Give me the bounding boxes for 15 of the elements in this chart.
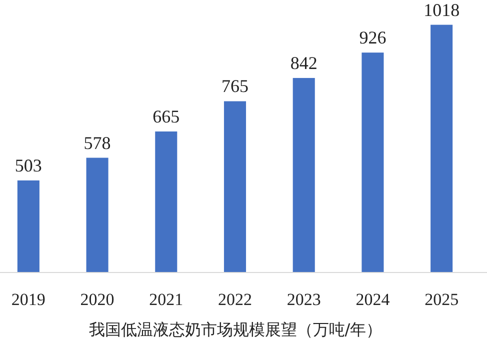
data-label: 1018 (424, 0, 460, 20)
x-tick-label: 2020 (80, 290, 114, 309)
data-label: 578 (84, 132, 111, 153)
data-label: 665 (152, 106, 180, 126)
x-tick-label: 2021 (149, 290, 184, 309)
data-label: 503 (14, 155, 42, 176)
x-tick-label: 2025 (424, 290, 459, 309)
x-tick-label: 2019 (11, 290, 46, 309)
x-tick-label: 2023 (286, 290, 321, 309)
data-label: 842 (290, 52, 318, 73)
x-axis-title: 我国低温液态奶市场规模展望（万吨/年） (88, 320, 382, 339)
x-tick-label: 2022 (218, 290, 252, 309)
data-label: 765 (222, 76, 248, 96)
data-label: 926 (359, 28, 386, 48)
x-tick-label: 2024 (356, 290, 390, 309)
